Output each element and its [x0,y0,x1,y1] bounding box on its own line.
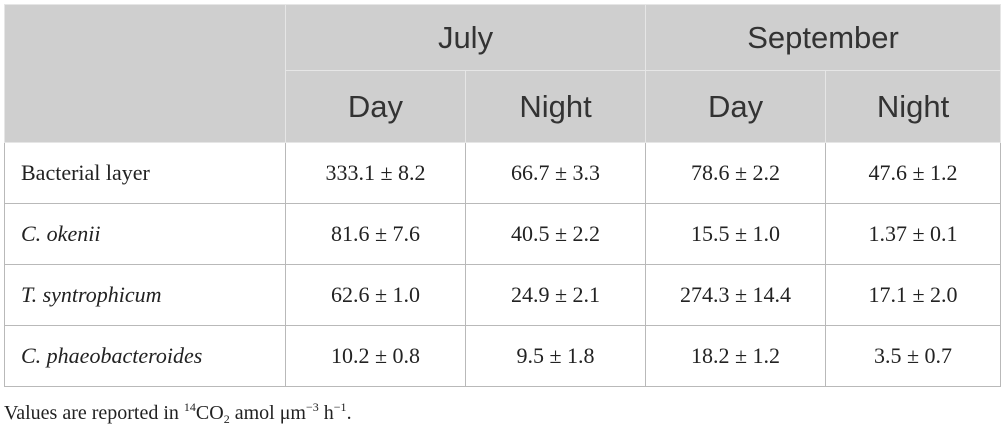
value-cell: 66.7 ± 3.3 [464,142,647,204]
value-cell: 15.5 ± 1.0 [645,203,827,265]
data-table: July September Day Night Day Night Bacte… [4,4,1002,387]
footnote-part: 14 [183,400,196,414]
value-cell: 18.2 ± 1.2 [645,325,827,387]
table-row: C. okenii 81.6 ± 7.6 40.5 ± 2.2 15.5 ± 1.0 1… [4,203,1002,265]
footnote-part: −1 [333,400,347,414]
footnote-part: amol μm [229,402,306,424]
footnote-part: −3 [306,400,319,414]
table-row: T. syntrophicum 62.6 ± 1.0 24.9 ± 2.1 274.3… [4,264,1002,326]
value-cell: 274.3 ± 14.4 [645,264,827,326]
value-cell: 10.2 ± 0.8 [285,325,466,387]
footnote-part: 2 [223,412,230,426]
footnote-part: CO [195,402,224,424]
header-row: Day Night Day Night [5,70,1002,143]
table-row: C. phaeobacteroides 10.2 ± 0.8 9.5 ± 1.8 18… [4,325,1002,387]
value-cell: 333.1 ± 8.2 [285,142,466,204]
subheader: Night [464,70,647,143]
footnote-part: h [318,402,334,424]
corner-cell [4,4,286,143]
header-row: July September [4,4,1002,143]
table-row: Bacterial layer 333.1 ± 8.2 66.7 ± 3.3 78.6… [4,142,1002,204]
table-body: Bacterial layer 333.1 ± 8.2 66.7 ± 3.3 78.6… [4,142,1002,387]
row-label: C. phaeobacteroides [4,325,286,387]
value-cell: 1.37 ± 0.1 [825,203,1002,265]
subheader: Night [825,70,1002,143]
footnote-part: Values are reported in [4,402,184,424]
footnote: Values are reported in 14CO2 amol μm−3 h… [4,400,352,427]
subheader: Day [645,70,827,143]
value-cell: 78.6 ± 2.2 [645,142,827,204]
value-cell: 9.5 ± 1.8 [464,325,647,387]
row-label: T. syntrophicum [4,264,286,326]
value-cell: 24.9 ± 2.1 [464,264,647,326]
value-cell: 62.6 ± 1.0 [285,264,466,326]
group-header: July [284,4,647,71]
subheader: Day [285,70,466,143]
footnote-part: . [346,402,352,424]
row-label: Bacterial layer [4,142,286,204]
row-label: C. okenii [4,203,286,265]
value-cell: 47.6 ± 1.2 [825,142,1002,204]
value-cell: 81.6 ± 7.6 [285,203,466,265]
value-cell: 3.5 ± 0.7 [825,325,1002,387]
group-header: September [645,4,1002,71]
value-cell: 17.1 ± 2.0 [825,264,1002,326]
value-cell: 40.5 ± 2.2 [464,203,647,265]
